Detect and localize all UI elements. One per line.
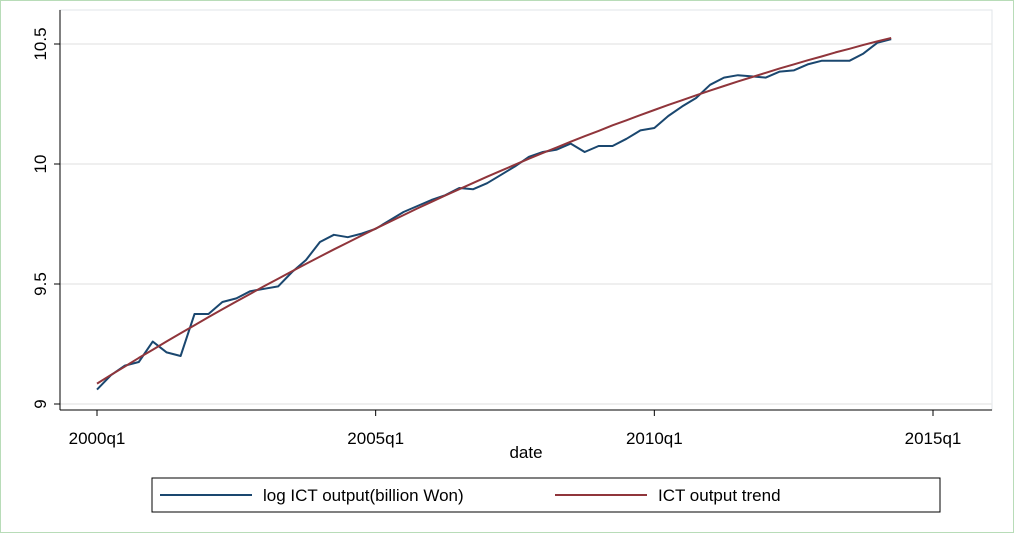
legend-label: ICT output trend xyxy=(658,486,781,505)
x-tick-label: 2000q1 xyxy=(69,429,126,448)
series-line xyxy=(96,37,892,385)
legend-box xyxy=(151,477,941,513)
legend-label: log ICT output(billion Won) xyxy=(263,486,464,505)
plot-region xyxy=(59,9,993,411)
y-tick-label: 9.5 xyxy=(31,272,50,296)
y-tick-label: 10 xyxy=(31,155,50,174)
x-tick-label: 2010q1 xyxy=(626,429,683,448)
x-tick-label: 2015q1 xyxy=(905,429,962,448)
y-tick-label: 9 xyxy=(31,399,50,408)
y-tick-label: 10.5 xyxy=(31,27,50,60)
x-tick-label: 2005q1 xyxy=(347,429,404,448)
x-axis-label: date xyxy=(509,443,542,462)
series-line xyxy=(96,38,892,391)
